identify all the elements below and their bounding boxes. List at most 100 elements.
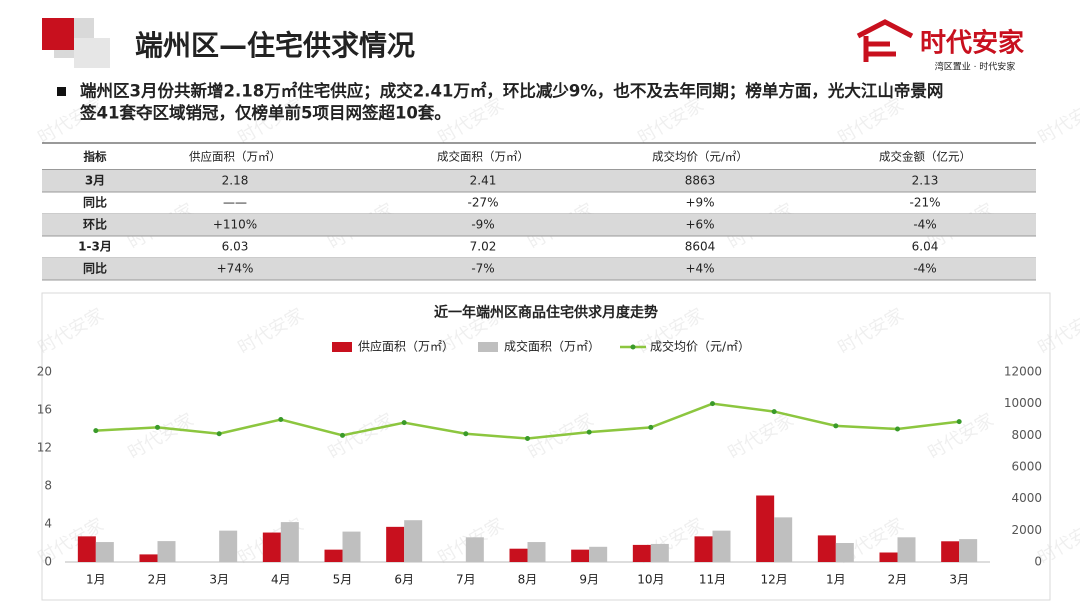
icon-light <box>74 38 110 68</box>
bar <box>465 537 484 562</box>
table-cell: -4% <box>913 262 936 276</box>
bar <box>694 536 713 562</box>
table-cell: 8863 <box>685 174 716 188</box>
y2-tick-label: 6000 <box>1011 460 1042 474</box>
line-point <box>710 401 715 407</box>
table-cell: 2.41 <box>470 174 497 188</box>
table-cell: -7% <box>471 262 494 276</box>
line-point <box>833 423 839 429</box>
y-tick-label: 4 <box>44 517 52 531</box>
y2-tick-label: 2000 <box>1011 523 1042 537</box>
y-tick-label: 8 <box>44 479 52 493</box>
table-cell: 6.04 <box>912 240 939 254</box>
y2-tick-label: 8000 <box>1011 428 1042 442</box>
legend-swatch <box>478 342 498 352</box>
watermark: 时代安家 <box>725 409 798 463</box>
bar <box>817 535 836 562</box>
table-row-bg <box>42 258 1036 280</box>
table-cell: -21% <box>909 196 940 210</box>
table-cell: 同比 <box>83 195 107 210</box>
watermark: 时代安家 <box>835 94 908 148</box>
line-point <box>463 431 469 437</box>
watermark: 时代安家 <box>35 304 108 358</box>
line-point <box>340 432 345 438</box>
y-tick-label: 20 <box>37 365 52 379</box>
watermark: 时代安家 <box>925 409 998 463</box>
watermark: 时代安家 <box>325 409 398 463</box>
bar <box>835 543 854 562</box>
bar <box>404 520 423 562</box>
x-tick-label: 8月 <box>518 573 538 587</box>
x-tick-label: 2月 <box>148 573 168 587</box>
legend-label: 供应面积（万㎡） <box>358 339 454 354</box>
logo-name: 时代安家 <box>920 28 1024 59</box>
table-cell: -9% <box>471 218 494 232</box>
table-header: 供应面积（万㎡） <box>189 150 281 164</box>
x-tick-label: 1月 <box>86 573 106 587</box>
chart-frame <box>41 292 1051 601</box>
table-cell: +9% <box>685 196 714 210</box>
y2-tick-label: 12000 <box>1004 365 1042 379</box>
x-tick-label: 7月 <box>456 573 476 587</box>
table-header: 指标 <box>84 150 107 164</box>
table-cell: 8604 <box>685 240 716 254</box>
bar <box>589 546 608 562</box>
bar <box>77 536 96 562</box>
line-point <box>401 420 407 426</box>
chart-title: 近一年端州区商品住宅供求月度走势 <box>434 304 658 321</box>
bar <box>650 543 669 562</box>
x-tick-label: 4月 <box>271 573 291 587</box>
bar <box>897 537 916 562</box>
table-row-bg <box>42 170 1036 192</box>
table-cell: 7.02 <box>470 240 497 254</box>
y-tick-label: 16 <box>37 403 52 417</box>
x-tick-label: 3月 <box>209 573 229 587</box>
legend-label: 成交面积（万㎡） <box>504 339 600 354</box>
line-point <box>525 436 530 441</box>
y2-tick-label: 4000 <box>1011 491 1042 505</box>
x-tick-label: 10月 <box>637 573 664 587</box>
bar <box>959 539 978 562</box>
bar <box>941 541 960 562</box>
table-cell: 2.13 <box>912 174 939 188</box>
y2-tick-label: 10000 <box>1004 396 1042 410</box>
table-cell: 1-3月 <box>78 240 112 254</box>
watermark: 时代安家 <box>125 409 198 463</box>
line-point <box>895 426 900 432</box>
bullet-text: 签41套夺区域销冠，仅榜单前5项目网签超10套。 <box>79 103 451 123</box>
bar <box>756 495 775 562</box>
watermark: 时代安家 <box>235 304 308 358</box>
x-tick-label: 3月 <box>949 573 969 587</box>
table-cell: -4% <box>913 218 936 232</box>
x-tick-label: 1月 <box>826 573 846 587</box>
bar <box>712 530 731 562</box>
line-point <box>278 417 284 422</box>
line-point <box>771 409 777 415</box>
table-header: 成交均价（元/㎡） <box>652 150 748 164</box>
table-cell: +110% <box>213 218 257 232</box>
bullet-text: 端州区3月份共新增2.18万㎡住宅供应；成交2.41万㎡，环比减少9%，也不及去… <box>80 81 943 101</box>
bar <box>509 548 528 562</box>
bar <box>157 541 176 562</box>
table-cell: 3月 <box>85 174 105 188</box>
legend-label: 成交均价（元/㎡） <box>650 339 750 354</box>
line-point <box>648 424 654 430</box>
bar <box>324 549 343 562</box>
watermark: 时代安家 <box>835 304 908 358</box>
y-tick-label: 12 <box>37 441 52 455</box>
table-cell: 6.03 <box>222 240 249 254</box>
bar <box>527 542 546 562</box>
table-cell: +6% <box>685 218 714 232</box>
line-point <box>155 424 160 430</box>
line-point <box>586 429 592 435</box>
watermark: 时代安家 <box>1035 304 1080 358</box>
x-tick-label: 2月 <box>888 573 908 587</box>
x-tick-label: 12月 <box>761 573 788 587</box>
logo-mark <box>856 19 914 62</box>
bar <box>219 530 238 562</box>
slide-title: 端州区—住宅供求情况 <box>135 29 415 62</box>
bar <box>342 531 361 562</box>
table-cell: 2.18 <box>222 174 249 188</box>
